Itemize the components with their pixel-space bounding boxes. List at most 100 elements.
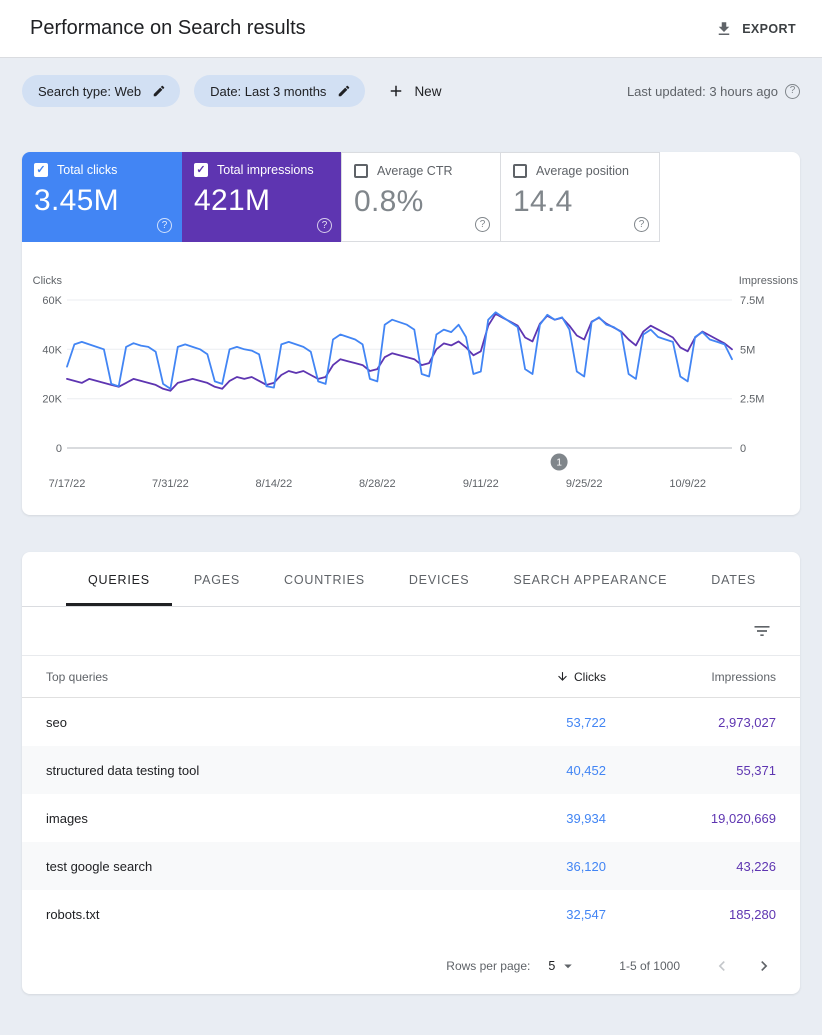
page-title: Performance on Search results bbox=[30, 17, 306, 39]
table-row[interactable]: structured data testing tool 40,452 55,3… bbox=[22, 746, 800, 794]
export-button[interactable]: EXPORT bbox=[715, 20, 796, 38]
query-cell: robots.txt bbox=[46, 906, 100, 922]
metric-label-row: ✓ Average position bbox=[513, 164, 647, 178]
x-label: 8/28/22 bbox=[359, 478, 396, 490]
clicks-cell: 39,934 bbox=[566, 810, 606, 826]
checkbox-total-clicks[interactable]: ✓ bbox=[34, 163, 48, 177]
tab-dates[interactable]: DATES bbox=[711, 573, 757, 587]
clicks-cell: 53,722 bbox=[566, 714, 606, 730]
next-page-button[interactable] bbox=[750, 952, 778, 980]
column-top-queries: Top queries bbox=[46, 669, 109, 684]
plus-icon bbox=[391, 85, 402, 97]
tab-queries[interactable]: QUERIES bbox=[66, 552, 172, 606]
chevron-right-icon bbox=[761, 961, 768, 971]
clicks-cell: 32,547 bbox=[566, 906, 606, 922]
query-cell: images bbox=[46, 810, 88, 826]
table-filter-row bbox=[22, 607, 800, 656]
metric-tile-average-ctr[interactable]: ✓ Average CTR 0.8% ? bbox=[341, 152, 501, 242]
x-label: 9/11/22 bbox=[463, 478, 499, 490]
main-content: ✓ Total clicks 3.45M ? ✓ Total impressio… bbox=[0, 152, 822, 994]
table-row[interactable]: images 39,934 19,020,669 bbox=[22, 794, 800, 842]
help-icon[interactable]: ? bbox=[157, 218, 172, 233]
annotation-marker[interactable]: 1 bbox=[550, 453, 568, 471]
metric-value: 421M bbox=[194, 184, 271, 217]
help-icon[interactable]: ? bbox=[785, 83, 800, 99]
query-cell: structured data testing tool bbox=[46, 762, 200, 778]
metric-label: Total impressions bbox=[217, 163, 314, 177]
impressions-line bbox=[66, 312, 733, 392]
table-row[interactable]: seo 53,722 2,973,027 bbox=[22, 698, 800, 746]
new-filter-button[interactable]: New bbox=[387, 82, 441, 100]
column-clicks-label: Clicks bbox=[574, 669, 606, 684]
checkbox-average-position[interactable]: ✓ bbox=[513, 164, 527, 178]
table-row[interactable]: robots.txt 32,547 185,280 bbox=[22, 890, 800, 938]
checkbox-total-impressions[interactable]: ✓ bbox=[194, 163, 208, 177]
tab-search-appearance[interactable]: SEARCH APPEARANCE bbox=[513, 573, 668, 587]
query-cell: seo bbox=[46, 714, 67, 730]
metric-tile-total-impressions[interactable]: ✓ Total impressions 421M ? bbox=[182, 152, 342, 242]
table-row[interactable]: test google search 36,120 43,226 bbox=[22, 842, 800, 890]
performance-line-chart: Clicks Impressions 60K 40K 20K 0 7.5M 5M… bbox=[33, 275, 799, 490]
last-updated-text: Last updated: 3 hours ago bbox=[626, 83, 778, 99]
left-tick: 60K bbox=[42, 295, 62, 307]
date-range-chip-label: Date: Last 3 months bbox=[210, 83, 327, 99]
download-icon bbox=[718, 21, 730, 35]
metric-value: 3.45M bbox=[34, 184, 119, 217]
metric-label-row: ✓ Total impressions bbox=[194, 163, 330, 177]
annotation-circle bbox=[550, 453, 568, 471]
check-icon: ✓ bbox=[196, 163, 206, 176]
metric-value: 0.8% bbox=[354, 185, 424, 218]
impressions-cell: 2,973,027 bbox=[718, 714, 776, 730]
column-impressions[interactable]: Impressions bbox=[711, 669, 776, 684]
checkbox-average-ctr[interactable]: ✓ bbox=[354, 164, 368, 178]
new-filter-label: New bbox=[414, 83, 442, 99]
dropdown-caret-icon bbox=[564, 964, 573, 969]
metric-value: 14.4 bbox=[513, 185, 573, 218]
chart-area: Clicks Impressions 60K 40K 20K 0 7.5M 5M… bbox=[22, 242, 800, 515]
right-axis-title: Impressions bbox=[739, 275, 799, 287]
clicks-line bbox=[66, 311, 733, 390]
metric-tile-total-clicks[interactable]: ✓ Total clicks 3.45M ? bbox=[22, 152, 182, 242]
metric-tiles: ✓ Total clicks 3.45M ? ✓ Total impressio… bbox=[22, 152, 800, 242]
tab-devices[interactable]: DEVICES bbox=[408, 573, 470, 587]
impressions-cell: 19,020,669 bbox=[710, 810, 776, 826]
date-range-chip[interactable]: Date: Last 3 months bbox=[194, 75, 366, 107]
x-label: 8/14/22 bbox=[256, 478, 293, 490]
queries-table-card: QUERIES PAGES COUNTRIES DEVICES SEARCH A… bbox=[22, 552, 800, 994]
help-icon[interactable]: ? bbox=[475, 217, 490, 232]
x-label: 10/9/22 bbox=[669, 478, 706, 490]
rows-per-page-label: Rows per page: bbox=[446, 959, 531, 973]
filter-bar: Search type: Web Date: Last 3 months New… bbox=[0, 58, 822, 107]
search-type-chip[interactable]: Search type: Web bbox=[22, 75, 181, 107]
previous-page-button[interactable] bbox=[708, 952, 736, 980]
metric-label-row: ✓ Total clicks bbox=[34, 163, 170, 177]
right-tick: 0 bbox=[740, 443, 746, 455]
metric-tile-average-position[interactable]: ✓ Average position 14.4 ? bbox=[500, 152, 660, 242]
edit-pencil-icon bbox=[339, 85, 350, 97]
dimension-tabs: QUERIES PAGES COUNTRIES DEVICES SEARCH A… bbox=[22, 552, 800, 607]
x-label: 7/31/22 bbox=[152, 478, 189, 490]
search-type-chip-label: Search type: Web bbox=[38, 83, 142, 99]
impressions-cell: 185,280 bbox=[729, 906, 776, 922]
metric-label-row: ✓ Average CTR bbox=[354, 164, 488, 178]
tab-countries[interactable]: COUNTRIES bbox=[284, 573, 365, 587]
help-icon[interactable]: ? bbox=[317, 218, 332, 233]
metric-label: Total clicks bbox=[57, 163, 118, 177]
pagination: Rows per page: 5 1-5 of 1000 bbox=[22, 938, 800, 994]
check-icon: ✓ bbox=[36, 163, 46, 176]
column-clicks[interactable]: Clicks bbox=[446, 670, 606, 684]
pagination-range: 1-5 of 1000 bbox=[619, 959, 680, 973]
filter-icon[interactable] bbox=[752, 621, 772, 641]
x-label: 7/17/22 bbox=[49, 478, 86, 490]
rows-per-page-select[interactable]: 5 bbox=[548, 957, 577, 975]
tab-pages[interactable]: PAGES bbox=[193, 573, 241, 587]
metric-label: Average CTR bbox=[377, 164, 453, 178]
export-label: EXPORT bbox=[742, 21, 796, 36]
sort-descending-icon bbox=[558, 672, 567, 681]
table-header: Top queries Clicks Impressions bbox=[22, 656, 800, 698]
help-icon[interactable]: ? bbox=[634, 217, 649, 232]
left-tick: 40K bbox=[42, 344, 62, 356]
right-tick: 7.5M bbox=[740, 295, 764, 307]
annotation-number: 1 bbox=[556, 458, 562, 469]
table-body: seo 53,722 2,973,027 structured data tes… bbox=[22, 698, 800, 938]
